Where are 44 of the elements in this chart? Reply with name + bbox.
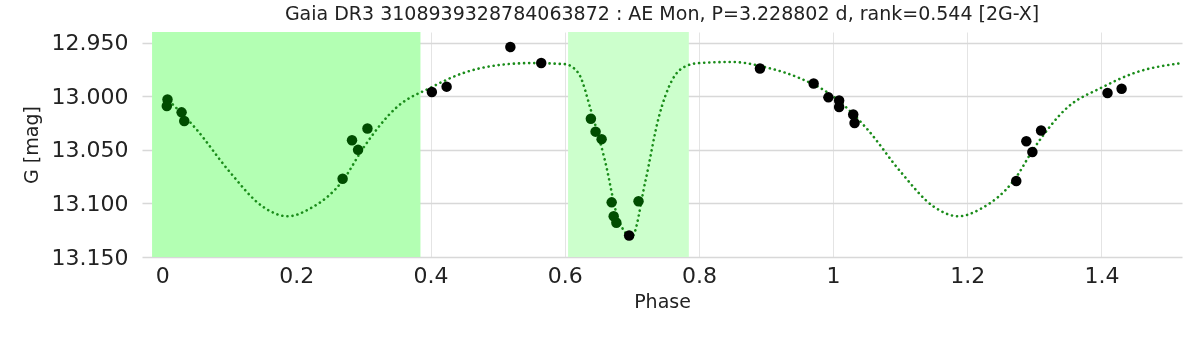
point <box>823 92 834 103</box>
x-tick-label: 0.4 <box>413 262 449 288</box>
point <box>623 230 635 241</box>
point <box>1102 87 1113 99</box>
point <box>611 217 622 228</box>
point <box>1027 146 1038 158</box>
y-axis-title: G [mag] <box>19 106 42 184</box>
point <box>808 78 819 89</box>
y-tick-label: 12.950 <box>51 30 129 56</box>
point <box>1011 175 1022 187</box>
point <box>535 57 547 69</box>
point <box>1035 125 1047 136</box>
point <box>505 41 516 53</box>
x-tick-label: 1.4 <box>1084 262 1120 288</box>
x-axis-title: Phase <box>634 289 691 312</box>
point <box>847 109 859 120</box>
x-tick-label: 0.6 <box>547 262 583 288</box>
point <box>352 144 364 156</box>
x-tick-label: 0 <box>155 262 170 288</box>
point <box>590 126 601 137</box>
y-tick-label: 13.100 <box>51 190 129 216</box>
point <box>176 107 187 118</box>
point <box>633 196 644 207</box>
point <box>362 123 373 134</box>
point <box>596 133 607 145</box>
x-tick-label: 0.2 <box>279 262 315 288</box>
point <box>585 113 597 125</box>
point <box>441 81 452 92</box>
point <box>849 117 860 129</box>
point <box>1116 83 1127 95</box>
point <box>346 134 358 146</box>
point <box>179 115 190 127</box>
y-tick-label: 13.050 <box>51 137 129 163</box>
x-tick-label: 0.8 <box>681 262 717 288</box>
x-tick-label: 1 <box>826 262 841 288</box>
chart-title: Gaia DR3 3108939328784063872 : AE Mon, P=3.228802 d, rank=0.544 [2G-X] <box>284 1 1040 24</box>
point <box>337 173 348 185</box>
y-tick-label: 13.150 <box>51 244 129 270</box>
y-tick-label: 13.000 <box>51 83 129 109</box>
point <box>426 86 438 98</box>
x-tick-label: 1.2 <box>950 262 986 288</box>
point <box>754 63 766 74</box>
point <box>606 197 617 208</box>
point <box>1021 136 1032 147</box>
